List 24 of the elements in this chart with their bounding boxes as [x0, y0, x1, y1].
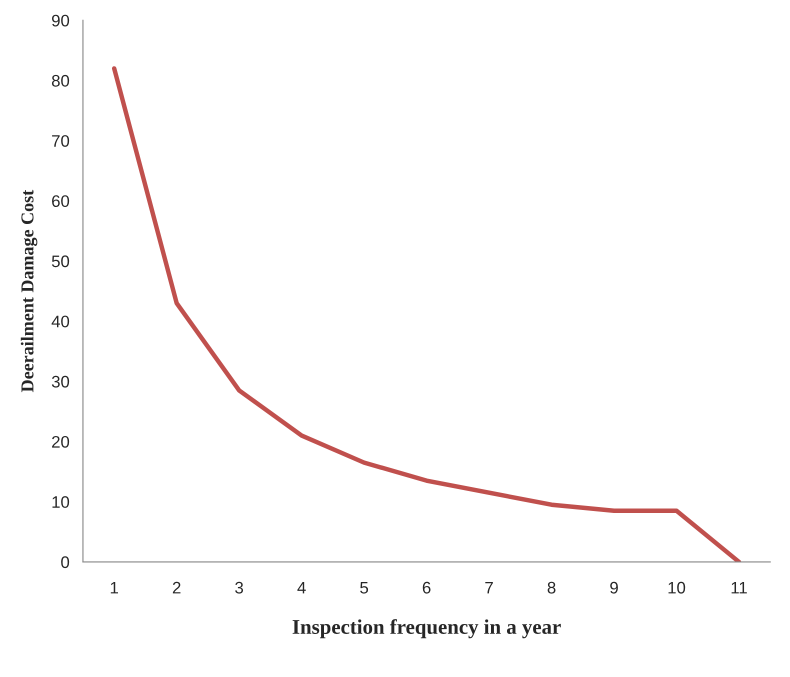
- y-tick-label: 60: [52, 195, 70, 208]
- y-axis-title: Deerailment Damage Cost: [20, 190, 38, 392]
- x-tick-label: 5: [360, 582, 368, 594]
- x-tick-label: 8: [548, 582, 556, 594]
- x-tick-label: 1: [110, 582, 118, 594]
- y-tick-label: 40: [52, 316, 70, 328]
- x-tick-label: 2: [172, 582, 180, 594]
- x-tick-label: 9: [610, 582, 618, 594]
- y-tick-label: 70: [52, 135, 70, 147]
- x-axis-title: Inspection frequency in a year: [292, 619, 561, 638]
- y-tick-label: 90: [52, 14, 70, 27]
- y-tick-label: 0: [61, 556, 70, 568]
- x-tick-label: 10: [668, 582, 686, 594]
- x-tick-label: 7: [485, 582, 493, 594]
- x-tick-label: 6: [422, 582, 430, 594]
- y-tick-label: 30: [52, 376, 70, 388]
- y-tick-label: 20: [52, 436, 70, 448]
- x-tick-label: 11: [732, 582, 747, 594]
- y-tick-label: 50: [52, 255, 70, 268]
- x-tick-label: 3: [235, 582, 244, 594]
- y-tick-label: 80: [52, 74, 70, 87]
- y-tick-label: 10: [52, 496, 70, 508]
- x-tick-label: 4: [297, 582, 306, 594]
- line-series: [112, 66, 742, 562]
